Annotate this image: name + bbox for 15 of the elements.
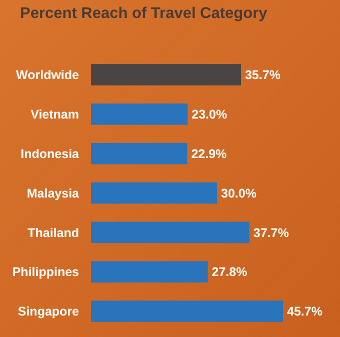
y-tick-label: Thailand	[28, 226, 79, 240]
y-tick-label: Vietnam	[30, 108, 79, 122]
data-label: 27.8%	[212, 265, 248, 280]
chart-title: Percent Reach of Travel Category	[20, 5, 268, 22]
data-label: 30.0%	[221, 186, 256, 200]
y-tick-label: Philippines	[12, 265, 80, 280]
data-label: 23.0%	[192, 108, 228, 122]
y-tick-label: Malaysia	[26, 186, 80, 200]
y-tick-label: Singapore	[18, 304, 80, 319]
data-label: 35.7%	[244, 68, 280, 82]
y-tick-label: Indonesia	[20, 146, 80, 161]
data-label: 37.7%	[253, 226, 289, 240]
data-label: 45.7%	[287, 304, 322, 319]
data-label: 22.9%	[191, 146, 227, 161]
y-tick-label: Worldwide	[16, 68, 80, 82]
